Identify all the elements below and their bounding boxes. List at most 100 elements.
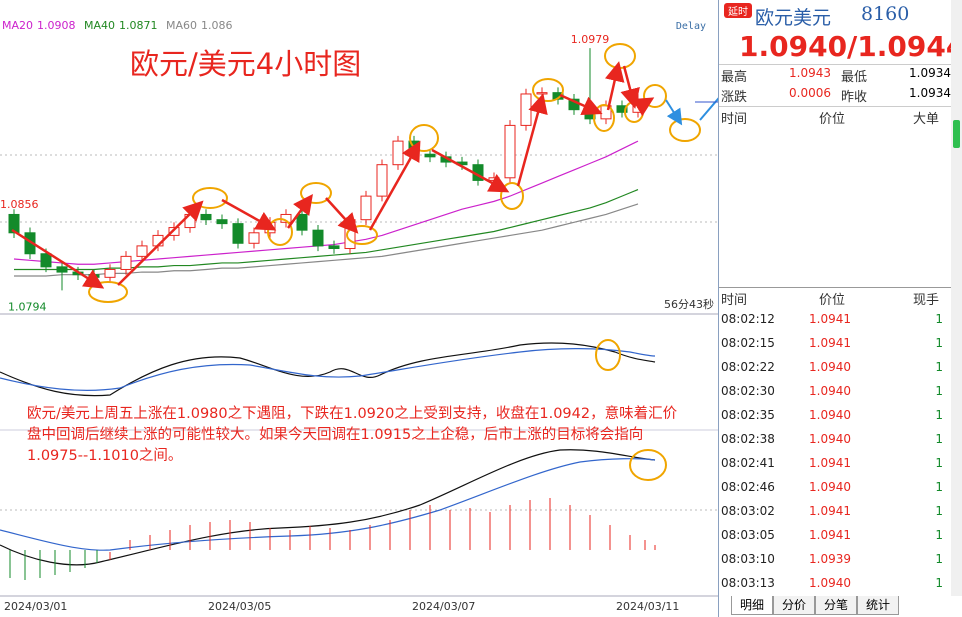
analysis-line: 欧元/美元上周五上涨在1.0980之下遇阻，下跌在1.0920之上受到支持，收盘… (27, 406, 678, 422)
tick-price: 1.0940 (809, 384, 851, 398)
tick-volume: 1 (935, 360, 943, 374)
tick-price: 1.0940 (809, 480, 851, 494)
analysis-line: 盘中回调后继续上涨的可能性较大。如果今天回调在1.0915之上企稳，后市上涨的目… (27, 427, 644, 443)
tab[interactable]: 分价 (773, 596, 815, 615)
price-marks (8, 48, 644, 291)
stat-label: 最高 (721, 70, 748, 85)
delay-badge: 延时 (724, 3, 752, 18)
annotation-arrows (11, 61, 655, 289)
legend-value: 1.0871 (119, 19, 158, 32)
scroll-thumb[interactable] (953, 120, 960, 148)
tick-time: 08:02:38 (721, 432, 775, 446)
analysis-text: 欧元/美元上周五上涨在1.0980之下遇阻，下跌在1.0920之上受到支持，收盘… (27, 404, 677, 467)
annotation-arrows (665, 97, 718, 126)
quote-panel: 延时 欧元美元 8160 1.0940/1.0944 最高 1.0943 最低 1.0… (718, 0, 962, 617)
legend-item: MA60 1.086 (166, 19, 233, 32)
tab[interactable]: 统计 (857, 596, 899, 615)
candle-body (504, 124, 516, 179)
countdown: 56分43秒 (664, 297, 714, 311)
candle-body (104, 268, 116, 278)
delay-label: Delay (676, 21, 706, 32)
indicator-1 (0, 342, 656, 397)
tick-price: 1.0941 (809, 504, 851, 518)
tick-time: 08:02:41 (721, 456, 775, 470)
x-tick-label: 2024/03/07 (412, 600, 475, 613)
candle-body (488, 177, 500, 181)
tick-price: 1.0940 (809, 432, 851, 446)
column-header: 价位 (819, 112, 846, 127)
candle-body (424, 153, 436, 158)
tick-volume: 1 (935, 552, 943, 566)
candle-body (168, 227, 180, 236)
column-header: 现手 (913, 293, 940, 308)
tick-time: 08:02:30 (721, 384, 775, 398)
tab[interactable]: 明细 (731, 596, 773, 615)
tick-time: 08:02:12 (721, 312, 775, 326)
candle-body (360, 195, 372, 221)
candle-body (200, 213, 212, 221)
candle-body (536, 92, 548, 95)
histogram (109, 498, 656, 560)
tick-time: 08:03:13 (721, 576, 775, 590)
x-tick-label: 2024/03/05 (208, 600, 271, 613)
tick-price: 1.0940 (809, 408, 851, 422)
tick-volume: 1 (935, 504, 943, 518)
x-tick-label: 2024/03/11 (616, 600, 679, 613)
low-label: 1.0794 (8, 300, 47, 313)
x-tick-label: 2024/03/01 (4, 600, 67, 613)
tick-time: 08:03:02 (721, 504, 775, 518)
tick-time: 08:02:22 (721, 360, 775, 374)
candle-body (232, 223, 244, 244)
candle-body (376, 164, 388, 197)
tick-time: 08:02:35 (721, 408, 775, 422)
tick-volume: 1 (935, 408, 943, 422)
column-header: 价位 (819, 293, 846, 308)
tick-time: 08:03:05 (721, 528, 775, 542)
tab[interactable]: 分笔 (815, 596, 857, 615)
stat-label: 昨收 (841, 90, 868, 105)
indicator-line (0, 342, 656, 397)
annotation-circles (88, 43, 701, 481)
high-label: 1.0979 (571, 33, 610, 46)
legend-item: MA40 1.0871 (84, 19, 158, 32)
tick-price: 1.0941 (809, 312, 851, 326)
tick-volume: 1 (935, 480, 943, 494)
legend-name: MA40 (84, 19, 115, 32)
indicator-2 (0, 449, 656, 566)
candle-body (328, 245, 340, 250)
bid-ask: 1.0940/1.0944 (739, 30, 962, 63)
candle-body (40, 253, 52, 268)
tick-price: 1.0940 (809, 360, 851, 374)
chart-title: 欧元/美元4小时图 (130, 47, 361, 81)
histogram (9, 550, 98, 580)
legend: MA20 1.0908 MA40 1.0871 MA60 1.086 (2, 19, 233, 32)
tick-volume: 1 (935, 432, 943, 446)
candle-body (216, 219, 228, 225)
stat-value: 1.0943 (789, 66, 831, 80)
tick-volume: 1 (935, 576, 943, 590)
candle-body (120, 255, 132, 270)
analysis-line: 1.0975--1.1010之间。 (27, 448, 183, 464)
candle-body (8, 213, 20, 234)
stat-label: 最低 (841, 70, 868, 85)
legend-value: 1.0908 (37, 19, 76, 32)
ma-line (13, 140, 639, 265)
candle-body (392, 140, 404, 166)
scrollbar[interactable] (951, 0, 962, 596)
tick-price: 1.0939 (809, 552, 851, 566)
tick-price: 1.0941 (809, 336, 851, 350)
divider (719, 106, 951, 107)
divider (719, 287, 951, 288)
candle-body (296, 213, 308, 231)
legend-name: MA60 (166, 19, 197, 32)
candle-body (248, 232, 260, 244)
indicator-line (0, 348, 656, 391)
stat-value: 1.0934 (909, 86, 951, 100)
high-label: 1.0856 (0, 198, 39, 211)
tick-time: 08:03:10 (721, 552, 775, 566)
tick-volume: 1 (935, 336, 943, 350)
tick-volume: 1 (935, 384, 943, 398)
candle-body (520, 93, 532, 126)
stat-value: 1.0934 (909, 66, 951, 80)
